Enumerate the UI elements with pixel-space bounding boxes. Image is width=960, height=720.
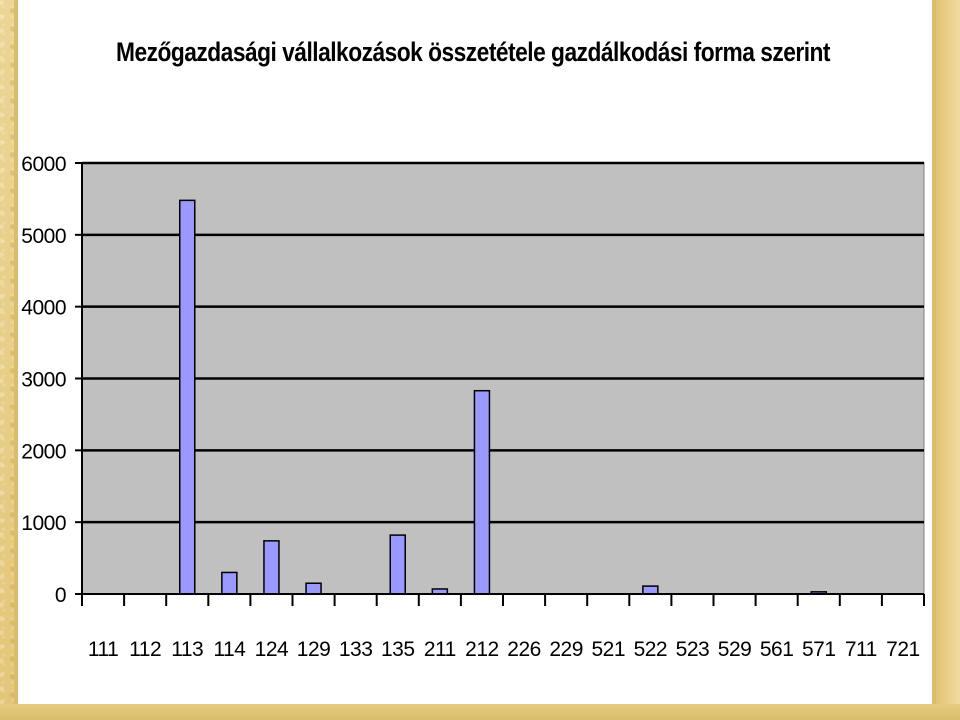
x-tick-label: 111 [88,638,118,661]
bars [179,199,827,595]
x-tick-label: 129 [297,638,331,661]
x-tick-label: 124 [255,638,289,661]
x-tick-label: 133 [339,638,373,661]
x-axis-ticks: 111 112 113 114 124 129 133 135 211 212 226 229 521 5… [81,594,925,661]
x-tick-label: 211 [424,638,456,661]
y-tick-label: 6000 [21,153,66,176]
gridlines [82,161,924,524]
bar-124 [263,540,280,595]
x-tick-label: 226 [507,638,541,661]
x-tick-label: 561 [760,638,794,661]
x-tick-label: 521 [591,638,625,661]
y-tick-label: 0 [55,584,66,607]
x-tick-label: 113 [171,638,203,661]
x-tick-label: 523 [676,638,710,661]
y-tick-label: 2000 [21,440,66,463]
bar-522 [642,585,659,595]
x-tick-label: 212 [465,638,499,661]
x-tick-label: 529 [718,638,752,661]
bar-113 [179,199,196,595]
x-tick-label: 522 [634,638,668,661]
x-tick-label: 721 [886,638,920,661]
x-tick-label: 229 [549,638,583,661]
bar-114 [221,571,238,595]
x-tick-label: 112 [129,638,161,661]
x-tick-label: 571 [802,638,836,661]
chart-title: Mezőgazdasági vállalkozások összetétele … [116,37,831,67]
y-tick-label: 3000 [21,369,66,392]
bar-129 [305,582,322,595]
y-axis-ticks: 0 1000 2000 3000 4000 5000 6000 [21,153,82,607]
y-tick-label: 1000 [21,512,66,535]
y-tick-label: 5000 [21,225,66,248]
x-tick-label: 114 [213,638,246,661]
bar-212 [473,389,491,595]
decorative-border-bottom [0,704,960,720]
y-tick-label: 4000 [21,297,66,320]
x-tick-label: 135 [381,638,415,661]
x-tick-label: 711 [845,638,877,661]
bar-135 [389,534,406,595]
decorative-border-right [936,0,960,720]
